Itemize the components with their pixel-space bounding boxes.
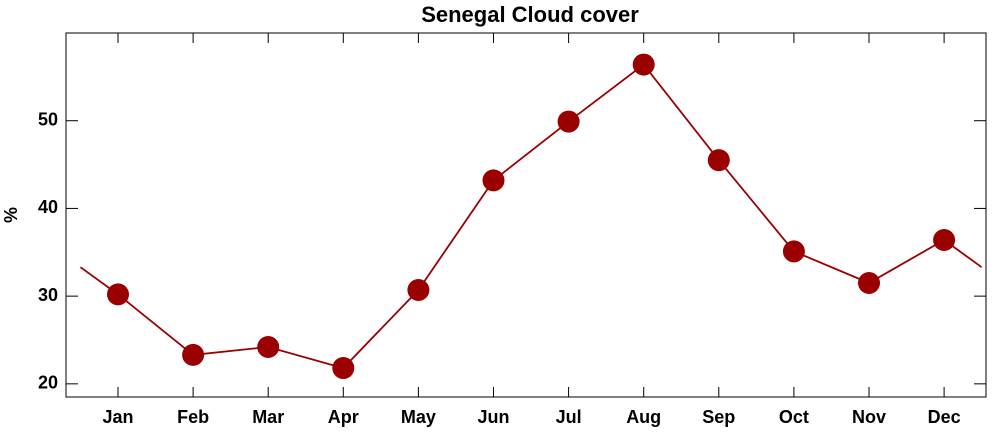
- y-tick-label: 20: [38, 373, 58, 393]
- marker: [182, 343, 205, 366]
- plot-frame: [65, 32, 987, 398]
- x-tick-label: Jan: [102, 407, 133, 427]
- x-tick-label: Sep: [702, 407, 735, 427]
- x-tick-label: Nov: [852, 407, 886, 427]
- x-tick-label: Oct: [779, 407, 809, 427]
- y-axis-label: %: [1, 207, 21, 223]
- marker: [557, 110, 580, 133]
- marker: [257, 336, 280, 359]
- marker: [782, 240, 805, 263]
- x-tick-label: Feb: [177, 407, 209, 427]
- marker: [707, 149, 730, 172]
- x-tick-label: Apr: [328, 407, 359, 427]
- y-tick-label: 40: [38, 197, 58, 217]
- chart-title: Senegal Cloud cover: [421, 2, 639, 27]
- marker: [632, 53, 655, 76]
- marker: [482, 169, 505, 192]
- y-tick-label: 50: [38, 109, 58, 129]
- x-tick-label: Aug: [626, 407, 661, 427]
- y-tick-label: 30: [38, 285, 58, 305]
- marker: [332, 357, 355, 380]
- marker: [407, 278, 430, 301]
- marker: [933, 228, 956, 251]
- marker: [858, 271, 880, 294]
- marker: [107, 283, 129, 306]
- x-tick-label: Dec: [928, 407, 961, 427]
- x-tick-label: Mar: [252, 407, 284, 427]
- x-tick-label: Jun: [477, 407, 509, 427]
- line-series: [117, 63, 945, 370]
- x-tick-label: Jul: [556, 407, 582, 427]
- x-tick-label: May: [401, 407, 436, 427]
